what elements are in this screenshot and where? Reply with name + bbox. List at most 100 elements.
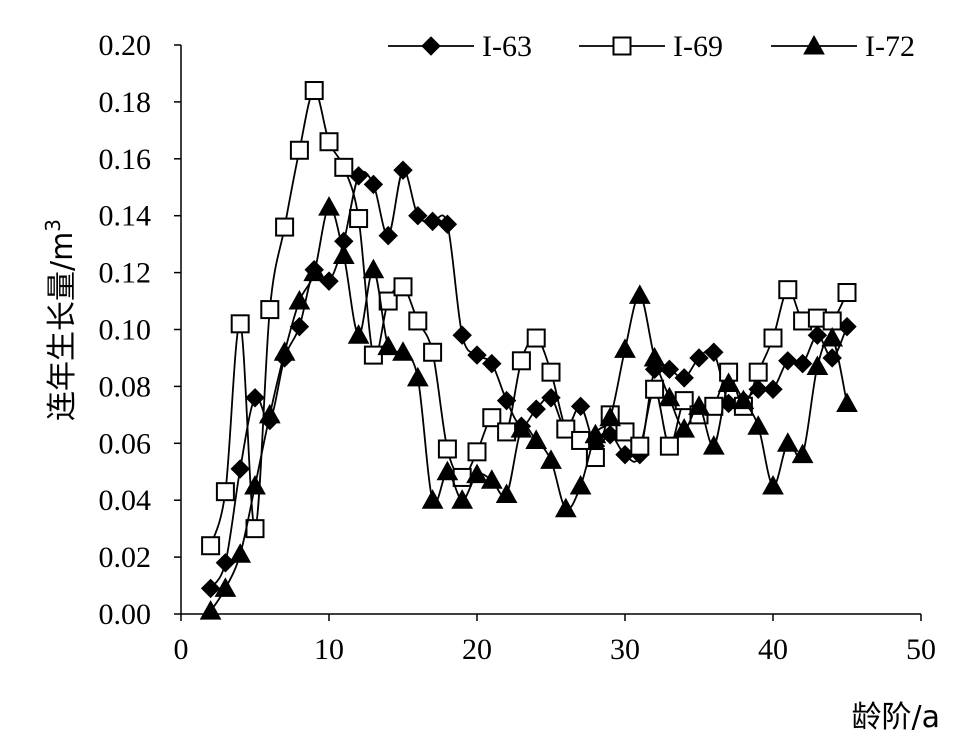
diamond-marker bbox=[200, 578, 221, 599]
triangle-marker bbox=[836, 392, 858, 412]
y-axis-title-superscript: 3 bbox=[41, 219, 65, 232]
triangle-marker bbox=[229, 543, 252, 563]
square-marker bbox=[393, 277, 413, 297]
axes: 0 10 20 30 40 50 0.00 0.02 0.04 0.06 0.08 0.10 0.12… bbox=[99, 29, 937, 666]
y-tick-label: 0.16 bbox=[99, 143, 152, 176]
square-marker bbox=[837, 283, 857, 303]
triangle-marker bbox=[258, 403, 281, 424]
square-marker bbox=[748, 362, 768, 382]
square-marker bbox=[645, 379, 665, 399]
triangle-marker bbox=[466, 463, 488, 484]
square-marker bbox=[215, 482, 235, 502]
square-marker bbox=[630, 436, 650, 456]
legend-triangle-marker bbox=[803, 34, 825, 55]
triangle-marker bbox=[362, 258, 385, 279]
diamond-marker bbox=[689, 348, 709, 368]
triangle-marker bbox=[406, 366, 429, 387]
triangle-marker bbox=[569, 474, 592, 495]
legend-label: I-72 bbox=[865, 30, 915, 63]
legend-diamond-marker bbox=[421, 36, 441, 56]
triangle-marker bbox=[421, 489, 444, 509]
x-tick-label: 0 bbox=[174, 633, 189, 666]
y-tick-label: 0.10 bbox=[99, 314, 152, 347]
x-tick-label: 10 bbox=[314, 633, 344, 666]
triangle-marker bbox=[614, 338, 636, 358]
x-tick-label: 50 bbox=[906, 633, 936, 666]
triangle-marker bbox=[436, 460, 459, 481]
triangle-marker bbox=[332, 244, 355, 265]
y-tick-label: 0.08 bbox=[99, 370, 152, 403]
triangle-marker bbox=[732, 389, 755, 410]
diamond-marker bbox=[437, 214, 458, 234]
square-marker bbox=[497, 422, 517, 442]
diamond-marker bbox=[452, 325, 472, 345]
diamond-marker bbox=[570, 396, 591, 417]
triangle-marker bbox=[628, 284, 651, 304]
x-tick-label: 30 bbox=[610, 633, 640, 666]
diamond-marker bbox=[245, 388, 265, 408]
diamond-marker bbox=[496, 390, 517, 411]
series-layer bbox=[199, 81, 858, 620]
diamond-marker bbox=[215, 553, 236, 573]
square-marker bbox=[245, 519, 265, 539]
triangle-marker bbox=[214, 577, 237, 597]
square-marker bbox=[541, 362, 561, 382]
triangle-marker bbox=[303, 261, 326, 282]
y-tick-label: 0.02 bbox=[99, 541, 152, 574]
triangle-marker bbox=[495, 483, 518, 504]
square-marker bbox=[482, 408, 502, 428]
y-ticks: 0.00 0.02 0.04 0.06 0.08 0.10 0.12 0.14 0.16 0.18… bbox=[99, 29, 181, 631]
triangle-marker bbox=[377, 335, 400, 356]
legend: I-63 I-69 I-72 bbox=[388, 30, 915, 63]
square-marker bbox=[423, 342, 443, 362]
square-marker bbox=[467, 442, 487, 462]
triangle-marker bbox=[658, 386, 681, 407]
y-tick-label: 0.14 bbox=[99, 200, 152, 233]
square-marker bbox=[230, 314, 250, 334]
y-tick-label: 0.06 bbox=[99, 427, 152, 460]
series-i-69 bbox=[201, 81, 857, 556]
diamond-marker bbox=[422, 211, 443, 232]
x-ticks: 0 10 20 30 40 50 bbox=[174, 614, 936, 666]
triangle-marker bbox=[688, 395, 710, 415]
triangle-marker bbox=[244, 474, 266, 495]
triangle-marker bbox=[480, 469, 503, 489]
square-marker bbox=[304, 81, 324, 101]
legend-label: I-69 bbox=[673, 30, 723, 63]
square-marker bbox=[526, 328, 546, 348]
diamond-marker bbox=[674, 368, 694, 388]
triangle-marker bbox=[451, 489, 474, 509]
triangle-marker bbox=[288, 290, 311, 310]
diamond-marker bbox=[289, 316, 310, 337]
diamond-marker bbox=[792, 353, 813, 374]
series-i-72 bbox=[199, 196, 858, 620]
triangle-marker bbox=[599, 406, 622, 427]
triangle-marker bbox=[554, 497, 577, 518]
square-marker bbox=[585, 448, 605, 468]
triangle-marker bbox=[702, 435, 725, 455]
diamond-marker bbox=[393, 160, 413, 180]
triangle-marker bbox=[791, 443, 814, 464]
square-marker bbox=[260, 300, 280, 320]
x-axis-title: 龄阶/a bbox=[852, 700, 941, 735]
square-marker bbox=[319, 132, 339, 152]
triangle-marker bbox=[747, 415, 770, 435]
legend-label: I-63 bbox=[482, 30, 532, 63]
square-marker bbox=[763, 328, 783, 348]
diamond-marker bbox=[807, 325, 828, 345]
diamond-marker bbox=[408, 205, 428, 226]
triangle-marker bbox=[717, 372, 740, 393]
y-axis-title-text: 连年生长量/m bbox=[45, 232, 80, 421]
square-marker bbox=[349, 209, 369, 229]
square-marker bbox=[822, 311, 842, 331]
diamond-marker bbox=[378, 225, 398, 246]
square-marker bbox=[334, 157, 354, 177]
y-axis-title: 连年生长量/m3 bbox=[41, 219, 80, 421]
x-tick-label: 40 bbox=[758, 633, 788, 666]
triangle-marker bbox=[199, 600, 222, 620]
diamond-marker bbox=[526, 399, 546, 419]
y-tick-label: 0.18 bbox=[99, 86, 152, 119]
y-tick-label: 0.12 bbox=[99, 257, 152, 290]
triangle-marker bbox=[806, 355, 829, 375]
square-marker bbox=[556, 419, 576, 439]
